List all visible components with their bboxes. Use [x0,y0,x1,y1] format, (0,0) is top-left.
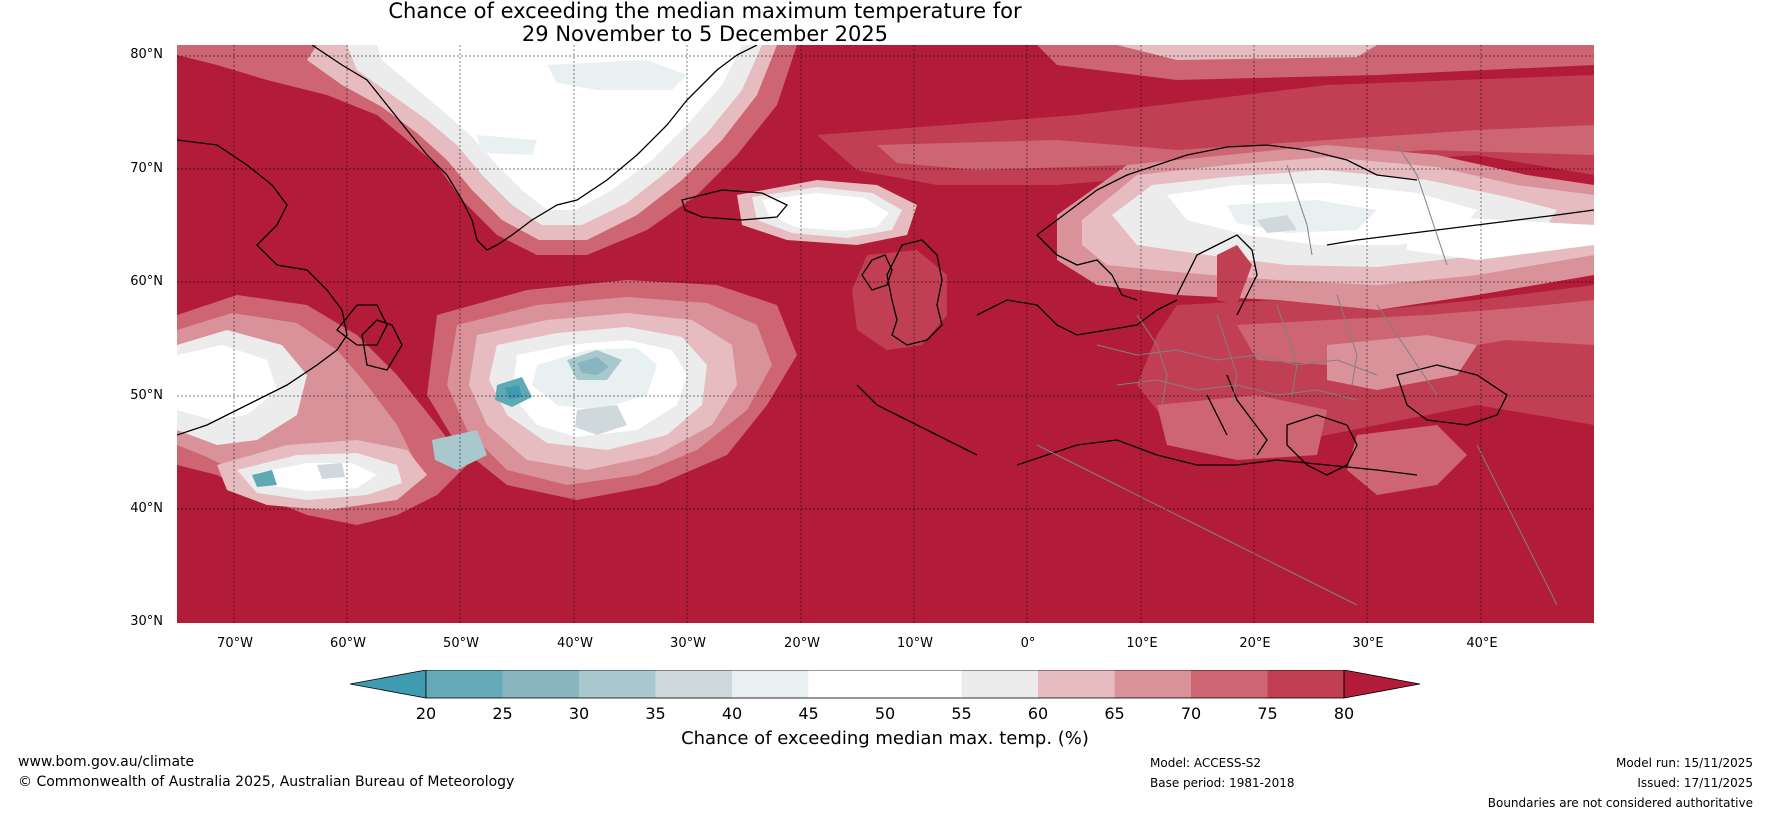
colorbar-tick-label: 30 [568,704,590,723]
colorbar-tick-label: 60 [1027,704,1049,723]
uk-ireland-region [852,250,947,350]
lon-label-10e: 10°E [1126,636,1158,651]
lon-label-70w: 70°W [217,636,253,651]
lon-label-40e: 40°E [1466,636,1498,651]
lon-label-20e: 20°E [1239,636,1271,651]
colorbar-segment [655,670,732,698]
lat-label-30n: 30°N [130,614,163,629]
colorbar-tick-label: 40 [721,704,743,723]
colorbar-segment [579,670,656,698]
colorbar-segment [885,670,962,698]
colorbar-tick-label: 25 [492,704,513,723]
colorbar-tick-label: 45 [798,704,819,723]
footer-base-period: Base period: 1981-2018 [1150,776,1295,790]
colorbar-tick-label: 50 [874,704,896,723]
colorbar-extend-high [1343,670,1420,699]
footer-copyright: © Commonwealth of Australia 2025, Austra… [18,774,515,790]
colorbar-segment [1114,670,1191,698]
lon-label-50w: 50°W [443,636,479,651]
greenland-region [177,45,797,255]
lat-label-40n: 40°N [130,501,163,516]
colorbar-segment [1191,670,1268,698]
lat-label-60n: 60°N [130,274,163,289]
footer-disclaimer: Boundaries are not considered authoritat… [1487,796,1753,810]
colorbar-segment [961,670,1038,698]
lat-label-80n: 80°N [130,47,163,62]
colorbar-segment [732,670,809,698]
colorbar-segment [1267,670,1344,698]
colorbar [350,670,1420,699]
colorbar-segment [1038,670,1115,698]
lon-label-10w: 10°W [897,636,933,651]
lon-label-30w: 30°W [670,636,706,651]
map-title-line1: Chance of exceeding the median maximum t… [388,0,1022,23]
colorbar-tick-label: 75 [1257,704,1278,723]
lon-label-30e: 30°E [1352,636,1384,651]
colorbar-label: Chance of exceeding median max. temp. (%… [681,728,1089,749]
colorbar-outline [425,670,1345,699]
lon-label-60w: 60°W [330,636,366,651]
colorbar-segment [426,670,503,698]
graticule [177,45,1594,623]
colorbar-extend-low [350,670,427,699]
lon-label-40w: 40°W [557,636,593,651]
map-title-line2: 29 November to 5 December 2025 [521,22,889,46]
country-borders [1036,144,1558,606]
colorbar-tick-label: 20 [415,704,437,723]
mid-atlantic-region [427,280,797,500]
colorbar-tick-label: 80 [1333,704,1355,723]
lon-label-20w: 20°W [784,636,820,651]
iceland-region [737,180,917,245]
colorbar-segment [808,670,885,698]
colorbar-segment [502,670,579,698]
colorbar-tick-label: 35 [645,704,666,723]
lon-label-0: 0° [1020,636,1036,651]
probability-map[interactable] [177,45,1594,623]
footer-website: www.bom.gov.au/climate [18,754,195,770]
eastern-europe-region [1137,215,1594,495]
footer-model-run: Model run: 15/11/2025 [1615,756,1753,770]
lat-label-50n: 50°N [130,388,163,403]
colorbar-tick-label: 55 [951,704,972,723]
north-america-region [177,295,467,525]
coastlines [177,45,1594,476]
lat-label-70n: 70°N [130,161,163,176]
colorbar-tick-label: 65 [1104,704,1125,723]
colorbar-tick-label: 70 [1180,704,1202,723]
footer-model: Model: ACCESS-S2 [1150,756,1262,770]
footer-issued: Issued: 17/11/2025 [1637,776,1753,790]
